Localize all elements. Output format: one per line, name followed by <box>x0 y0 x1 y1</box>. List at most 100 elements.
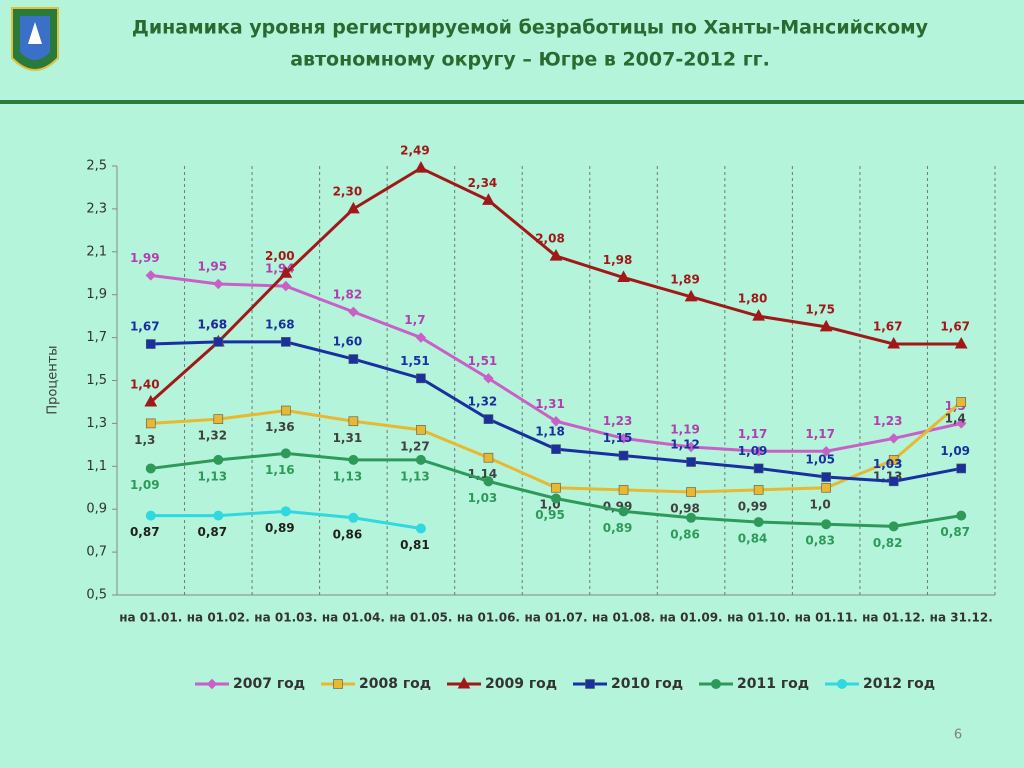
data-label: 1,68 <box>265 317 295 331</box>
y-tick-label: 1,9 <box>86 287 107 302</box>
data-label: 1,67 <box>873 320 903 334</box>
y-tick-label: 1,7 <box>86 330 107 345</box>
title-line: Динамика уровня регистрируемой безработи… <box>132 17 929 39</box>
y-tick-label: 0,5 <box>86 588 107 603</box>
data-point <box>752 309 765 321</box>
data-label: 1,67 <box>130 320 160 334</box>
data-label: 1,7 <box>404 313 425 327</box>
data-label: 1,03 <box>468 491 498 505</box>
data-label: 1,16 <box>265 463 295 477</box>
data-label: 0,87 <box>130 525 160 539</box>
data-label: 0,83 <box>805 534 835 548</box>
data-label: 1,23 <box>603 414 633 428</box>
x-tick-label: на 01.12. <box>862 611 925 625</box>
data-point <box>549 249 563 261</box>
data-point <box>821 472 831 482</box>
legend-marker <box>206 678 218 690</box>
data-point <box>888 476 899 487</box>
data-point <box>279 266 293 278</box>
data-label: 1,67 <box>940 320 970 334</box>
data-point <box>684 289 698 302</box>
data-point <box>415 454 426 465</box>
data-label: 1,17 <box>738 427 768 441</box>
data-label: 0,82 <box>873 536 903 550</box>
y-tick-label: 0,7 <box>86 545 107 560</box>
data-point <box>686 512 697 523</box>
data-label: 0,87 <box>940 525 970 539</box>
data-point <box>482 193 495 205</box>
data-point <box>685 441 697 453</box>
data-label: 1,68 <box>198 317 228 331</box>
data-point <box>753 517 764 528</box>
data-label: 0,89 <box>265 521 295 535</box>
data-point <box>416 373 426 384</box>
series-line <box>149 166 962 404</box>
data-label: 1,51 <box>468 354 498 368</box>
legend-marker <box>585 679 595 689</box>
data-point <box>956 418 967 429</box>
logo <box>11 7 59 71</box>
data-label: 1,82 <box>333 287 363 301</box>
data-label: 1,31 <box>535 397 565 411</box>
data-label: 1,13 <box>400 469 430 483</box>
data-point <box>483 414 494 424</box>
data-point <box>348 512 359 523</box>
data-point <box>888 455 899 465</box>
legend-label: 2011 год <box>737 676 809 692</box>
y-axis-label: Проценты <box>46 345 61 414</box>
data-point <box>819 319 833 332</box>
data-label: 2,08 <box>535 232 565 246</box>
data-point <box>956 397 967 407</box>
y-tick-label: 0,9 <box>86 502 107 517</box>
data-label: 2,34 <box>468 176 498 190</box>
data-label: 1,18 <box>535 425 565 439</box>
data-label: 1,80 <box>738 292 768 306</box>
x-tick-label: на 01.09. <box>660 611 723 625</box>
data-point <box>145 270 156 281</box>
data-label: 1,75 <box>805 302 835 316</box>
data-label: 1,98 <box>603 253 633 267</box>
data-label: 1,51 <box>400 354 430 368</box>
data-label: 1,40 <box>130 377 160 391</box>
legend-label: 2012 год <box>863 676 935 692</box>
data-label: 1,3 <box>134 433 155 447</box>
data-label: 0,84 <box>738 532 768 546</box>
y-tick-label: 1,3 <box>86 416 107 431</box>
data-point <box>213 510 224 521</box>
data-point <box>347 201 360 214</box>
data-label: 1,17 <box>805 427 835 441</box>
data-label: 2,30 <box>333 184 363 198</box>
data-point <box>888 433 899 444</box>
data-point <box>280 448 291 459</box>
data-point <box>618 450 629 461</box>
legend-marker <box>837 679 847 689</box>
data-point <box>888 521 899 532</box>
data-label: 1,60 <box>333 335 363 349</box>
data-label: 0,89 <box>603 521 633 535</box>
data-point <box>550 416 562 427</box>
y-tick-label: 2,5 <box>86 159 107 174</box>
data-label: 0,87 <box>198 525 228 539</box>
data-point <box>956 510 967 521</box>
data-point <box>280 280 292 292</box>
y-tick-label: 1,5 <box>86 373 107 388</box>
legend-label: 2008 год <box>359 676 431 692</box>
data-point <box>551 444 561 454</box>
data-point <box>618 506 629 517</box>
data-point <box>280 506 291 517</box>
data-label: 0,95 <box>535 508 565 522</box>
data-label: 1,31 <box>333 431 363 445</box>
data-point <box>956 463 967 474</box>
x-tick-label: на 01.01. <box>119 611 182 625</box>
legend-marker <box>711 679 721 689</box>
x-tick-label: на 01.04. <box>322 611 385 625</box>
data-point <box>483 452 494 463</box>
header-rule <box>0 100 1024 104</box>
data-point <box>281 405 291 416</box>
data-point <box>348 354 359 364</box>
data-point <box>145 463 156 474</box>
legend-label: 2007 год <box>233 676 305 692</box>
y-tick-label: 2,1 <box>86 244 107 259</box>
